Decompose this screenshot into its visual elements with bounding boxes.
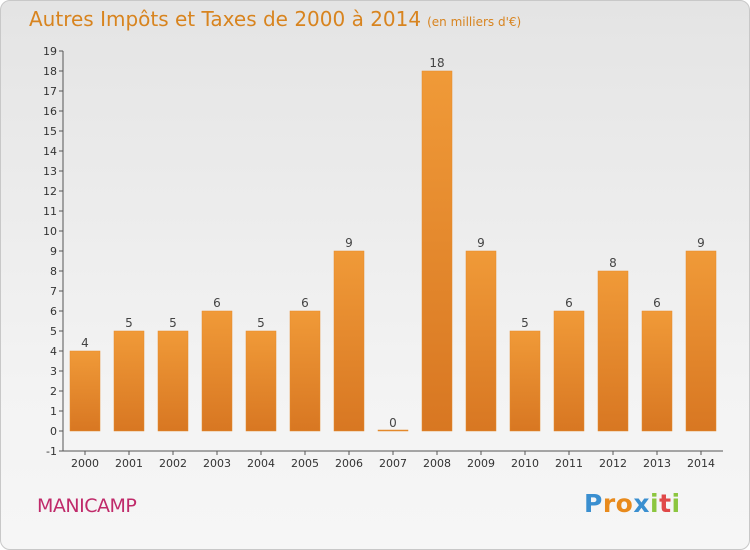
logo-letter: o xyxy=(615,489,634,518)
y-tick-label: -1 xyxy=(46,445,57,458)
proxiti-logo: Proxiti xyxy=(584,489,681,518)
y-tick-label: 17 xyxy=(43,85,57,98)
chart-title-text: Autres Impôts et Taxes de 2000 à 2014 xyxy=(29,7,422,31)
x-tick-label: 2004 xyxy=(247,457,275,470)
y-tick-label: 13 xyxy=(43,165,57,178)
bar xyxy=(553,310,585,432)
x-tick-label: 2009 xyxy=(467,457,495,470)
bar-value-label: 6 xyxy=(653,296,661,310)
x-tick-label: 2003 xyxy=(203,457,231,470)
y-tick-label: 7 xyxy=(50,285,57,298)
location-name: MANICAMP xyxy=(37,495,137,517)
y-tick-label: 9 xyxy=(50,245,57,258)
bar xyxy=(509,330,541,432)
y-tick-label: 1 xyxy=(50,405,57,418)
logo-letter: x xyxy=(633,489,650,518)
bar xyxy=(465,250,497,432)
y-tick-label: 19 xyxy=(43,45,57,58)
x-tick-label: 2012 xyxy=(599,457,627,470)
bar-value-label: 18 xyxy=(429,56,444,70)
y-tick-label: 3 xyxy=(50,365,57,378)
bar xyxy=(113,330,145,432)
x-tick-label: 2011 xyxy=(555,457,583,470)
bar xyxy=(685,250,717,432)
bar xyxy=(289,310,321,432)
bar-value-label: 5 xyxy=(169,316,177,330)
x-tick-label: 2010 xyxy=(511,457,539,470)
y-tick-label: 18 xyxy=(43,65,57,78)
x-tick-label: 2002 xyxy=(159,457,187,470)
y-tick-label: 15 xyxy=(43,125,57,138)
logo-letter: i xyxy=(650,489,660,518)
x-tick-label: 2005 xyxy=(291,457,319,470)
bar xyxy=(69,350,101,432)
y-tick-label: 4 xyxy=(50,345,57,358)
bar xyxy=(245,330,277,432)
bar-value-label: 6 xyxy=(565,296,573,310)
bar xyxy=(333,250,365,432)
bar-value-label: 5 xyxy=(521,316,529,330)
chart-unit-label: (en milliers d'€) xyxy=(427,15,522,29)
x-tick-label: 2008 xyxy=(423,457,451,470)
logo-letter: t xyxy=(659,489,672,518)
y-tick-label: 11 xyxy=(43,205,57,218)
logo-letter: i xyxy=(671,489,681,518)
bar xyxy=(201,310,233,432)
bar-value-label: 9 xyxy=(345,236,353,250)
y-tick-label: 10 xyxy=(43,225,57,238)
bar-value-label: 6 xyxy=(213,296,221,310)
y-tick-label: 6 xyxy=(50,305,57,318)
x-tick-label: 2006 xyxy=(335,457,363,470)
x-tick-label: 2000 xyxy=(71,457,99,470)
bar xyxy=(157,330,189,432)
x-tick-label: 2001 xyxy=(115,457,143,470)
bar-value-label: 5 xyxy=(125,316,133,330)
y-tick-label: 12 xyxy=(43,185,57,198)
bar xyxy=(597,270,629,432)
bar-value-label: 4 xyxy=(81,336,89,350)
y-tick-label: 8 xyxy=(50,265,57,278)
x-tick-label: 2014 xyxy=(687,457,715,470)
bar-value-label: 0 xyxy=(389,416,397,430)
logo-letter: r xyxy=(602,489,616,518)
bar xyxy=(641,310,673,432)
x-tick-label: 2013 xyxy=(643,457,671,470)
y-tick-label: 16 xyxy=(43,105,57,118)
bar-value-label: 5 xyxy=(257,316,265,330)
bar-value-label: 9 xyxy=(477,236,485,250)
bar-value-label: 9 xyxy=(697,236,705,250)
chart-title: Autres Impôts et Taxes de 2000 à 2014 (en… xyxy=(29,7,521,31)
logo-letter: P xyxy=(584,489,603,518)
bar-value-label: 8 xyxy=(609,256,617,270)
y-tick-label: 0 xyxy=(50,425,57,438)
bar xyxy=(377,429,409,432)
bar-value-label: 6 xyxy=(301,296,309,310)
y-tick-label: 2 xyxy=(50,385,57,398)
bar xyxy=(421,70,453,432)
y-tick-label: 14 xyxy=(43,145,57,158)
x-tick-label: 2007 xyxy=(379,457,407,470)
y-tick-label: 5 xyxy=(50,325,57,338)
